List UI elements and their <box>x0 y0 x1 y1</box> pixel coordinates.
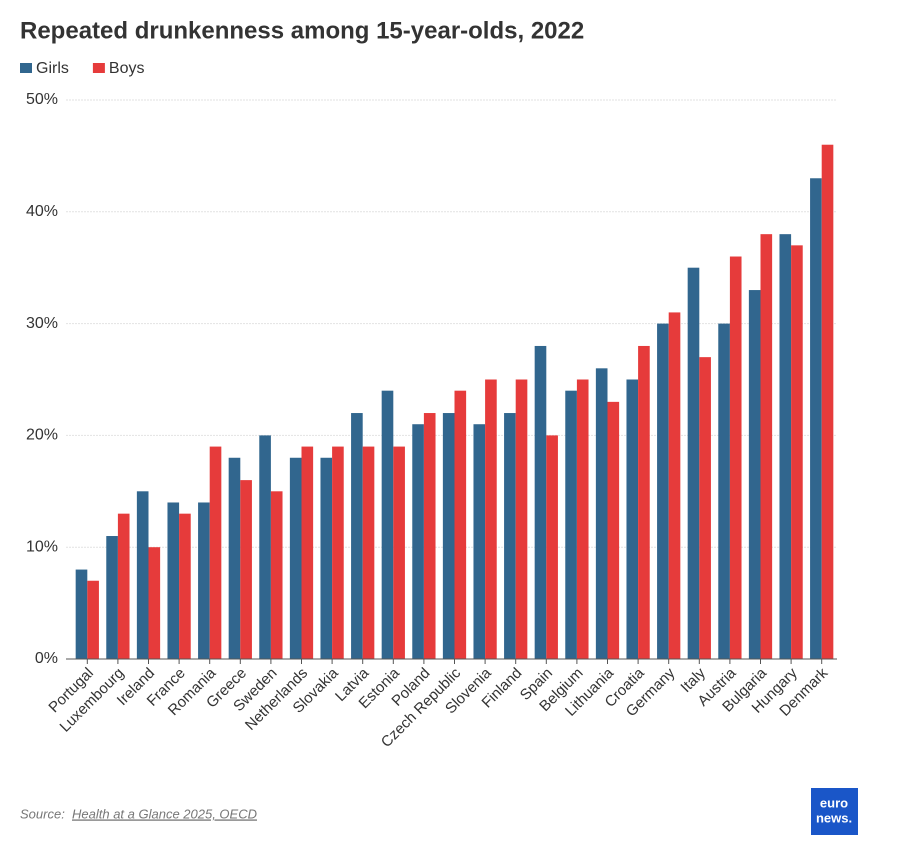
y-tick-label: 50% <box>26 91 58 108</box>
bar <box>87 580 99 659</box>
bar <box>240 480 252 659</box>
bar <box>270 491 283 659</box>
bar <box>779 234 792 659</box>
y-tick-label: 20% <box>26 427 58 444</box>
bar <box>228 457 241 659</box>
bar <box>668 312 681 659</box>
bar <box>148 547 161 659</box>
bar <box>515 379 528 659</box>
bar <box>454 390 467 659</box>
bar <box>209 446 222 659</box>
bar <box>473 424 486 659</box>
bar <box>301 446 314 659</box>
logo-text: news. <box>816 810 852 825</box>
bar <box>657 323 669 659</box>
bar <box>75 569 88 659</box>
bar <box>393 446 405 659</box>
legend-swatch <box>20 63 32 73</box>
bar <box>179 513 191 659</box>
bar <box>718 323 730 659</box>
source-link[interactable]: Health at a Glance 2025, OECD <box>72 806 257 821</box>
chart-title: Repeated drunkenness among 15-year-olds,… <box>20 17 584 44</box>
bar <box>760 234 773 659</box>
bar <box>729 256 742 659</box>
bar <box>117 513 130 659</box>
legend-label: Boys <box>109 60 145 77</box>
logo-text: euro <box>820 795 848 810</box>
bar <box>289 457 302 659</box>
bar <box>565 390 577 659</box>
bar <box>687 267 700 659</box>
legend-swatch <box>92 63 105 73</box>
source-prefix: Source: <box>20 806 65 821</box>
bar <box>595 368 608 659</box>
bar <box>699 357 711 659</box>
bar <box>332 446 344 659</box>
bar <box>412 424 424 659</box>
bar <box>810 178 822 659</box>
legend-label: Girls <box>36 60 69 77</box>
bar <box>423 413 436 659</box>
bar <box>320 457 333 659</box>
bar <box>259 435 271 659</box>
bar <box>504 413 516 659</box>
bar <box>351 413 363 659</box>
bar <box>381 390 394 659</box>
bar <box>485 379 497 659</box>
logo-box <box>811 788 858 835</box>
bar <box>607 401 620 659</box>
bar <box>106 536 118 659</box>
bar <box>534 345 547 659</box>
bar <box>442 413 455 659</box>
bar <box>362 446 375 659</box>
bar <box>167 502 180 659</box>
bar <box>198 502 210 659</box>
y-tick-label: 40% <box>26 203 58 220</box>
bar <box>638 345 650 659</box>
bar <box>626 379 639 659</box>
bar <box>791 245 803 659</box>
bar <box>821 144 834 660</box>
y-tick-label: 10% <box>26 538 58 555</box>
bar <box>136 491 149 659</box>
y-tick-label: 30% <box>26 315 58 332</box>
bar <box>748 290 761 659</box>
y-tick-label: 0% <box>35 650 58 667</box>
bar <box>576 379 589 659</box>
bar <box>546 435 558 659</box>
